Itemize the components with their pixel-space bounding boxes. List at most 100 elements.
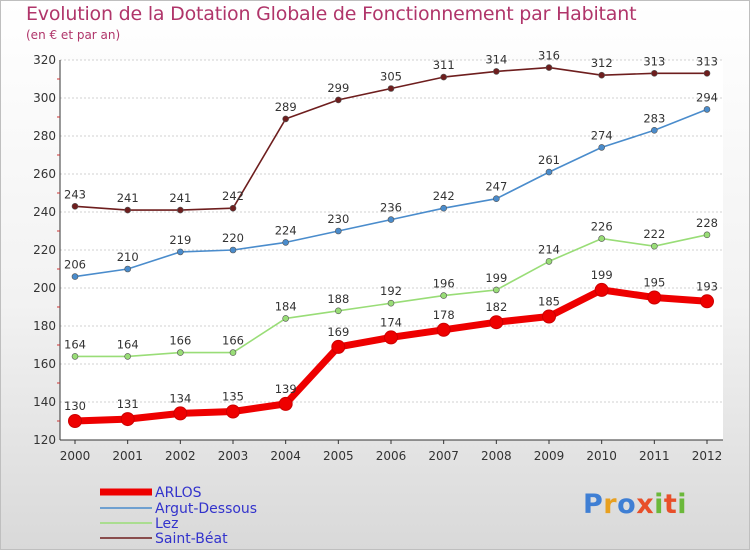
data-point [71,273,79,280]
data-label: 139 [275,382,297,396]
data-point [598,71,605,79]
data-point [493,286,500,294]
data-label: 130 [64,399,86,413]
data-label: 210 [117,250,139,264]
data-point [124,353,131,360]
data-label: 166 [169,334,191,348]
data-point [278,396,293,411]
data-point [282,115,289,123]
data-label: 316 [538,49,560,63]
data-label: 214 [538,242,560,256]
data-label: 192 [380,284,402,298]
legend-label: Saint-Béat [155,531,228,547]
data-label: 164 [117,337,139,351]
data-point [68,414,82,428]
data-label: 184 [275,299,297,313]
data-label: 134 [169,391,191,405]
data-point [177,349,184,356]
data-point [331,339,346,354]
data-point [229,204,237,212]
data-point [440,73,447,81]
x-tick-label: 2007 [428,449,459,463]
x-tick-label: 2002 [165,449,196,463]
logo-letter: t [663,489,678,520]
data-point [71,203,79,210]
data-label: 169 [327,325,349,339]
data-label: 289 [275,100,297,114]
chart-subtitle: (en € et par an) [26,28,121,42]
data-point [651,242,658,250]
x-tick-label: 2009 [534,449,565,463]
y-tick-label: 160 [33,357,56,371]
data-point [387,216,395,223]
y-tick-label: 180 [33,319,56,333]
data-point [229,349,237,356]
data-label: 174 [380,315,402,329]
data-label: 135 [222,390,244,404]
data-point [387,299,395,307]
data-point [493,68,500,75]
data-point [282,315,289,322]
data-point [177,206,184,214]
data-point [440,292,447,299]
data-point [545,258,553,265]
data-point [71,353,79,360]
x-tick-label: 2010 [586,449,617,463]
data-point [120,412,135,427]
data-label: 206 [64,258,86,272]
data-label: 226 [591,220,613,234]
legend-label: Argut-Dessous [155,501,257,517]
data-label: 274 [591,128,613,142]
data-point [651,127,658,134]
data-point [124,206,131,214]
data-label: 185 [538,295,560,309]
data-label: 236 [380,201,402,215]
data-point [598,144,605,151]
data-point [594,282,609,297]
data-point [436,322,451,337]
data-point [703,106,711,113]
legend-label: Lez [155,516,179,532]
data-label: 182 [485,300,507,314]
data-label: 131 [117,397,139,411]
y-tick-label: 320 [33,53,56,67]
logo-letter: i [677,489,688,520]
data-label: 196 [433,277,455,291]
y-tick-label: 120 [33,433,56,447]
data-point [335,227,342,235]
data-point [335,96,342,104]
data-label: 224 [275,223,297,237]
data-label: 242 [433,189,455,203]
data-point [651,70,658,77]
y-tick-label: 240 [33,205,56,219]
x-tick-label: 2003 [218,449,249,463]
data-label: 311 [433,58,455,72]
data-label: 164 [64,337,86,351]
data-point [489,315,504,330]
data-label: 241 [117,191,139,205]
data-point [124,265,131,273]
data-point [173,406,188,421]
data-label: 294 [696,90,718,104]
x-tick-label: 2011 [639,449,670,463]
logo-letter: r [603,489,618,520]
logo-letter: x [636,489,655,520]
logo-letter: o [617,489,637,520]
data-label: 228 [696,216,718,230]
x-tick-label: 2012 [692,449,723,463]
data-point [700,294,714,309]
data-label: 193 [696,279,718,293]
data-label: 230 [327,212,349,226]
x-tick-label: 2001 [112,449,143,463]
y-tick-label: 260 [33,167,56,181]
plot-area [60,60,723,440]
data-point [226,404,240,419]
data-label: 313 [643,54,665,68]
data-label: 219 [169,233,191,247]
data-point [493,195,500,202]
x-tick-label: 2000 [60,449,91,463]
data-point [598,235,605,242]
data-point [545,64,553,71]
logo-letter: i [654,489,664,520]
data-label: 299 [327,81,349,95]
